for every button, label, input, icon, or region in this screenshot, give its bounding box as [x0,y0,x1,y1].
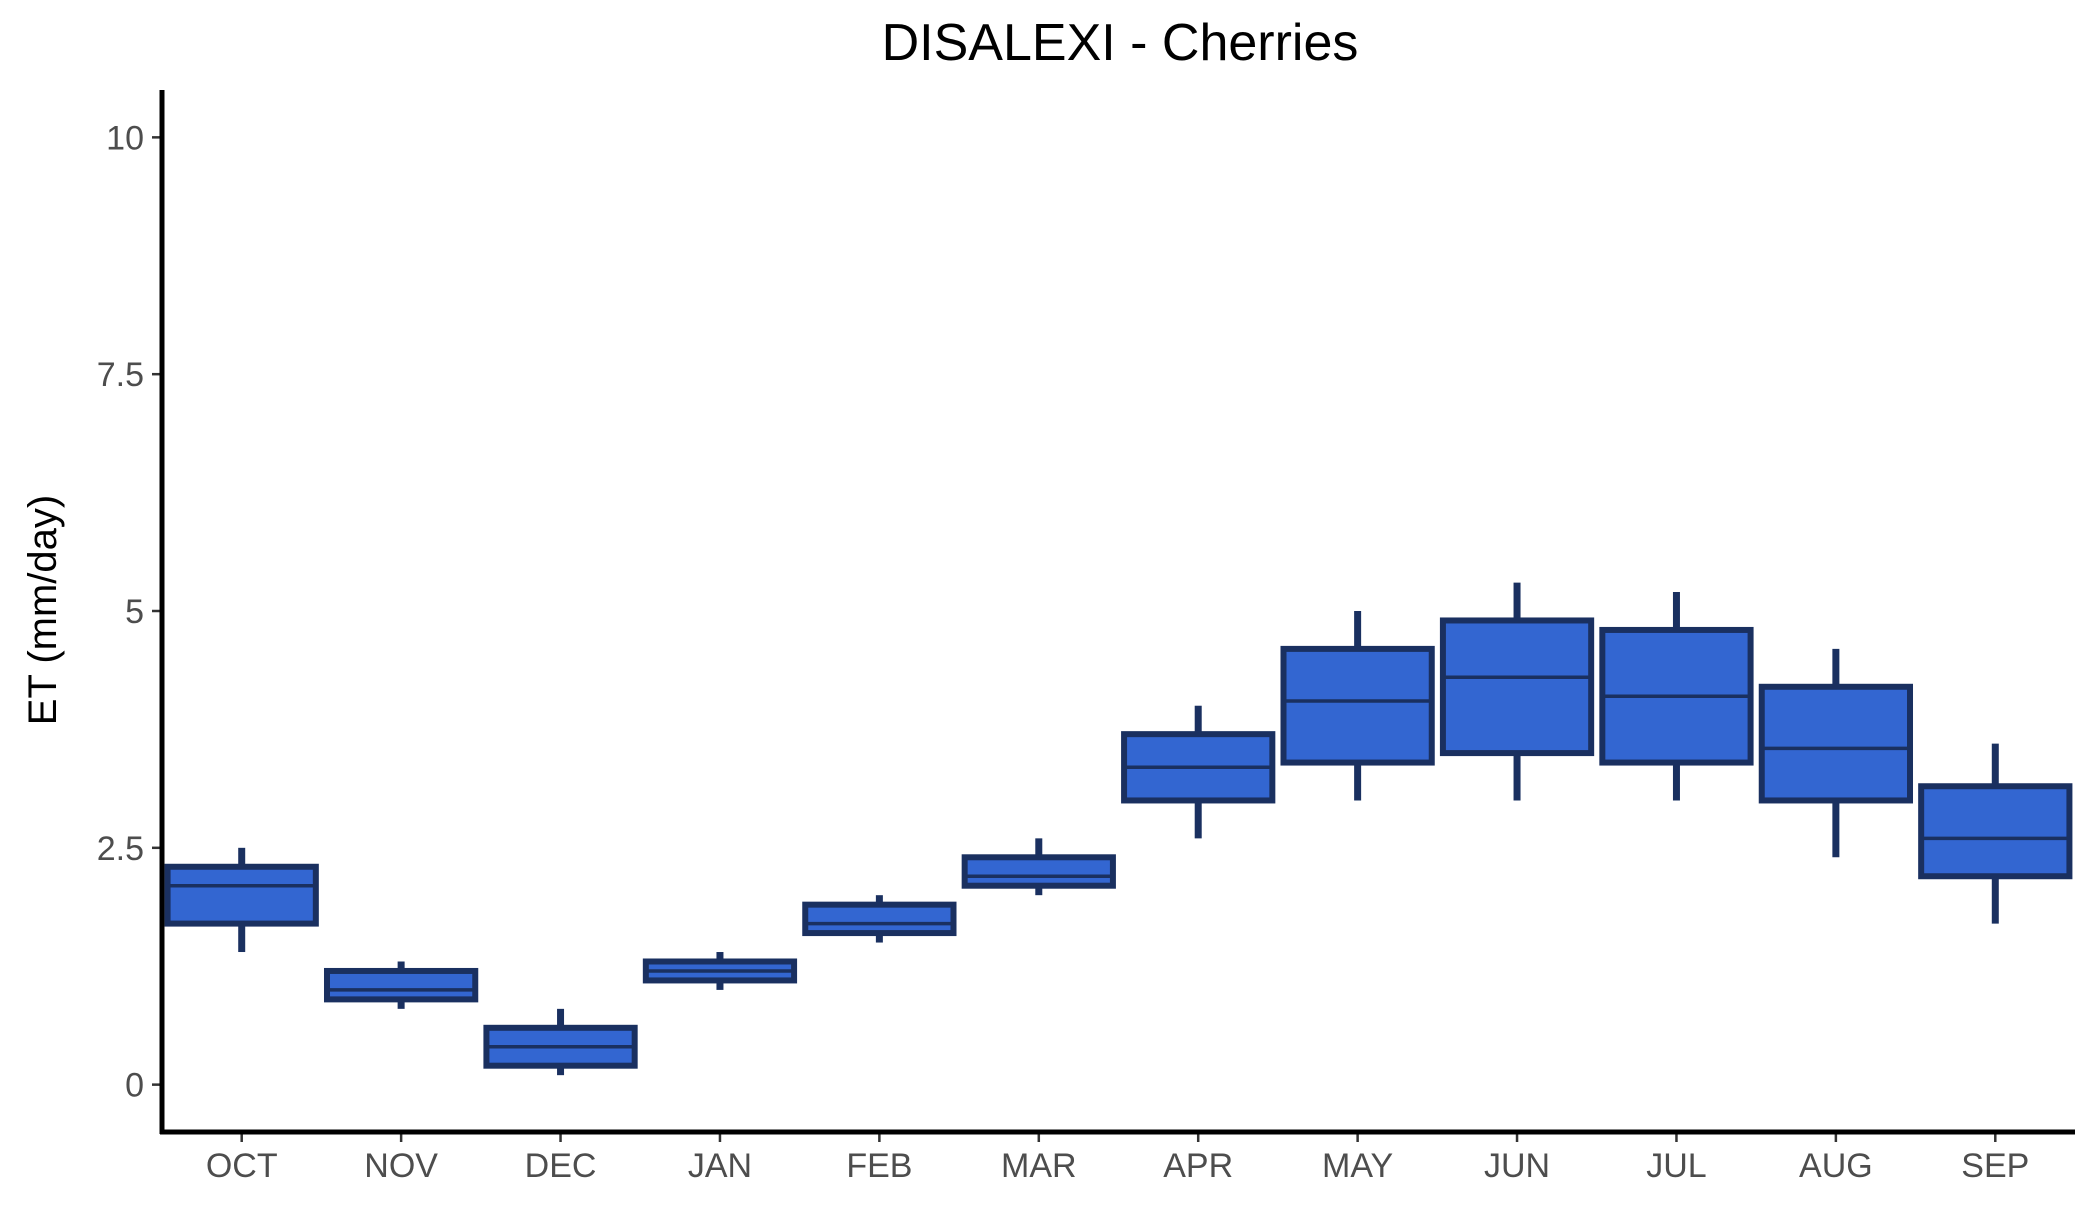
x-tick-label: APR [1163,1147,1233,1185]
chart-title: DISALEXI - Cherries [882,14,1359,72]
x-tick-label: FEB [846,1147,912,1185]
y-tick-label: 7.5 [97,356,144,394]
box-apr [1121,705,1276,839]
x-tick-label: JAN [688,1147,752,1185]
box-body [1918,783,2073,880]
y-axis-label: ET (mm/day) [21,495,65,725]
x-tick-label: SEP [1961,1147,2029,1185]
box-jul [1599,592,1754,801]
x-tick-label: MAY [1322,1147,1393,1185]
x-tick-label: NOV [364,1147,438,1185]
box-body [1439,617,1595,757]
x-tick-label: DEC [525,1147,597,1185]
y-tick-label: 10 [106,119,144,157]
box-jun [1439,582,1595,801]
box-body [961,854,1116,889]
y-tick-label: 2.5 [97,830,144,868]
x-tick-label: OCT [206,1147,278,1185]
box-body [1280,645,1435,766]
box-jan [642,952,798,990]
box-body [1758,683,1914,804]
box-mar [961,838,1116,896]
box-may [1280,611,1435,801]
x-tick-label: JUN [1484,1147,1550,1185]
box-dec [483,1008,638,1076]
box-body [802,901,957,937]
x-tick-label: JUL [1646,1147,1706,1185]
box-feb [802,895,957,943]
box-nov [323,961,479,1009]
box-aug [1758,648,1914,858]
box-body [323,967,479,1003]
y-tick-label: 5 [125,593,144,631]
y-axis-ticks: 0 2.5 5 7.5 10 [97,119,162,1105]
box-body [164,863,319,927]
x-tick-label: AUG [1799,1147,1873,1185]
x-axis-ticks: OCT NOV DEC JAN FEB MAR APR MAY JUN JUL AUG SEP [206,1132,2029,1185]
box-series [164,582,2073,1076]
box-oct [164,847,319,953]
box-sep [1918,743,2073,924]
x-tick-label: MAR [1001,1147,1077,1185]
y-tick-label: 0 [125,1067,144,1105]
